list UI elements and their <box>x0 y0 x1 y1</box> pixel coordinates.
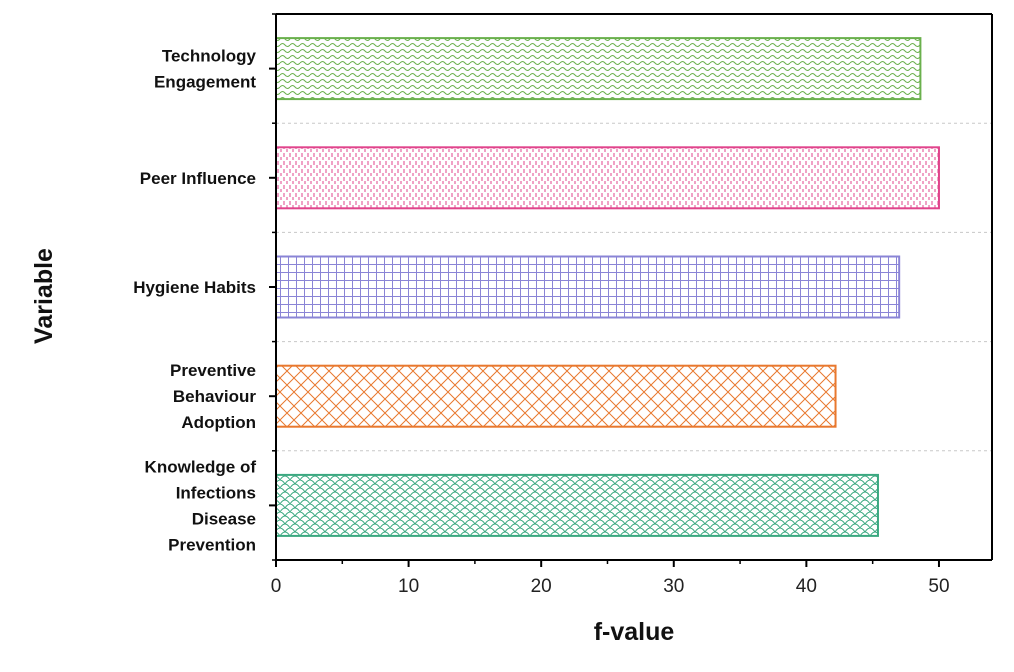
bars <box>275 37 940 537</box>
category-label: Technology Engagement <box>154 47 257 92</box>
x-tick-label: 0 <box>271 576 282 597</box>
bar-preventive-behaviour-adoption <box>275 364 837 428</box>
x-tick-label: 50 <box>928 576 949 597</box>
x-tick-label: 40 <box>796 576 817 597</box>
x-tick-label: 10 <box>398 576 419 597</box>
bar-peer-influence <box>275 146 940 210</box>
bar-hygiene-habits <box>275 255 901 319</box>
category-label: Peer Influence <box>140 169 256 188</box>
category-label: Knowledge of Infections Disease Prevention <box>145 457 257 554</box>
x-tick-label: 30 <box>663 576 684 597</box>
x-tick-label: 20 <box>531 576 552 597</box>
x-axis-title: f-value <box>594 618 675 646</box>
y-axis-title: Variable <box>30 248 58 344</box>
ticks: 0 10 20 30 40 50 <box>269 13 950 597</box>
category-label: Hygiene Habits <box>133 278 256 297</box>
category-label: Preventive Behaviour Adoption <box>170 361 256 432</box>
category-labels: Technology Engagement Peer Influence Hygien… <box>133 47 256 555</box>
bar-knowledge-of-infections-disease-prevention <box>275 473 879 537</box>
bar-technology-engagement <box>275 37 922 101</box>
grid-lines <box>276 122 992 452</box>
